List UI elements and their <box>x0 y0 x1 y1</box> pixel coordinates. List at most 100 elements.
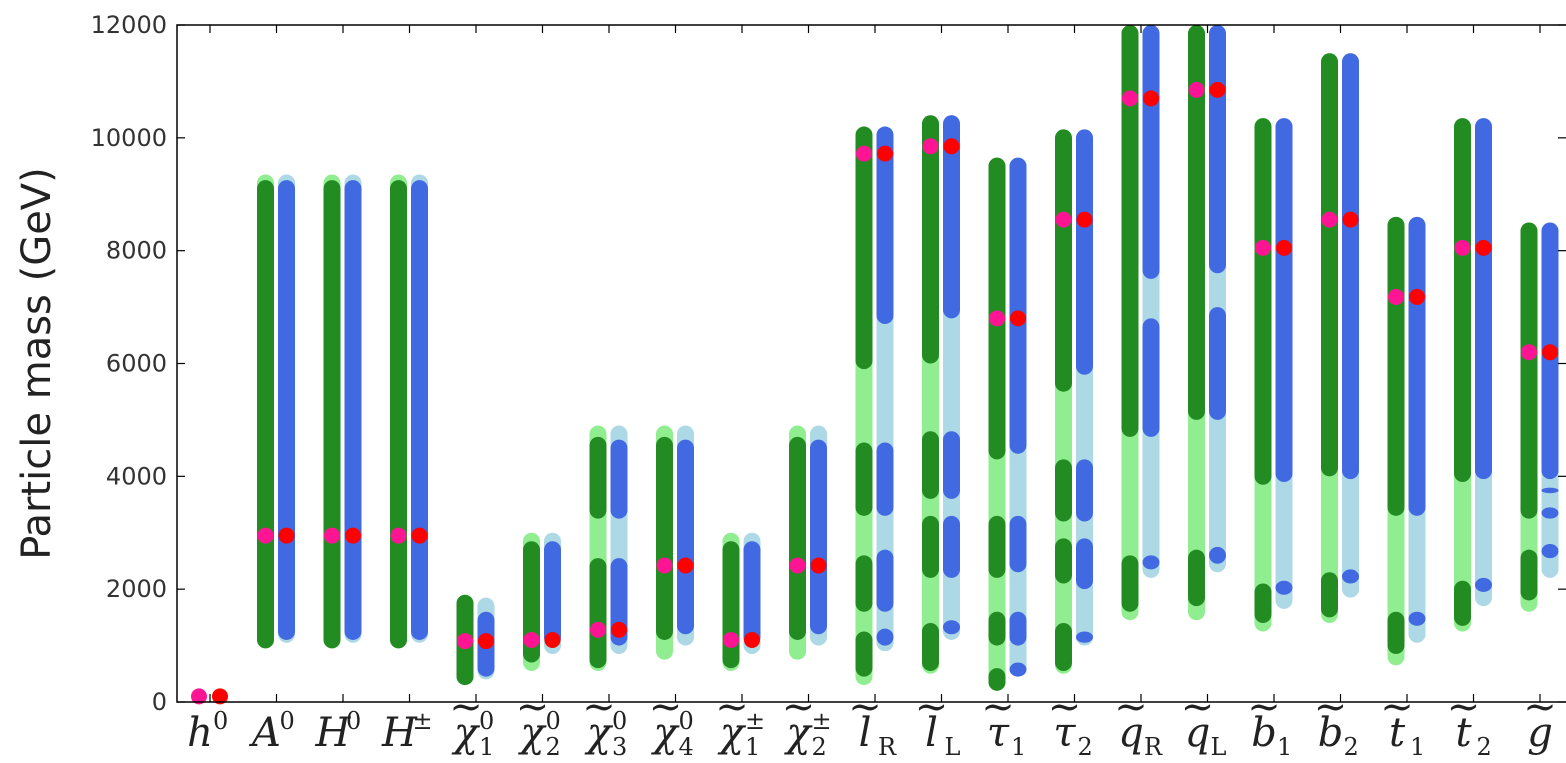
y-tick-label: 6000 <box>106 350 167 378</box>
x-tick-label: χ~04 <box>649 684 694 761</box>
x-tick-label-sub: 1 <box>745 733 760 761</box>
range-bar-left-inner <box>1055 623 1072 671</box>
range-bar-left-inner <box>390 180 407 649</box>
range-bar-right-inner <box>1275 118 1293 482</box>
x-tick-label-sub: 1 <box>1277 733 1292 761</box>
x-tick-label-sub: 2 <box>1477 733 1492 761</box>
range-bar-left-inner <box>855 442 873 516</box>
range-bar-left-inner <box>589 436 607 519</box>
central-point-left <box>656 557 673 574</box>
range-bar-right-inner <box>1475 577 1492 592</box>
range-bar-right-inner <box>1076 631 1093 643</box>
x-tick-label-base: q <box>1185 710 1211 756</box>
x-tick-label-base: A <box>248 710 281 756</box>
range-bar-left-inner <box>855 631 873 677</box>
x-tick-label-sub: 2 <box>1344 733 1359 761</box>
range-bar-right-inner <box>1408 611 1426 626</box>
range-bar-left-inner <box>1520 549 1538 601</box>
range-bar-left-inner <box>1055 459 1072 522</box>
x-tick-label-sub: L <box>945 733 961 761</box>
y-tick-label: 2000 <box>106 575 167 603</box>
range-bar-left-inner <box>589 558 607 669</box>
range-bar-right-inner <box>278 180 295 640</box>
x-tick-label: t~2 <box>1447 684 1492 761</box>
x-tick-label: χ~±2 <box>782 684 832 761</box>
range-bar-left-inner <box>988 668 1006 691</box>
x-tick-label-sup: 0 <box>213 707 228 735</box>
central-point-right <box>943 138 960 155</box>
central-point-right <box>1143 90 1159 107</box>
range-bar-left-inner <box>1520 222 1538 519</box>
central-point-right <box>677 557 694 574</box>
x-tick-label-sup: ± <box>812 707 832 735</box>
y-tick-label: 8000 <box>106 237 167 265</box>
range-bar-left-inner <box>1454 580 1471 626</box>
range-bar-left-inner <box>1321 53 1338 477</box>
range-bar-left-inner <box>1121 555 1139 612</box>
range-bar-right-inner <box>810 439 827 635</box>
x-tick-label-tilde: ~ <box>582 684 616 730</box>
x-tick-label: q~ L <box>1181 684 1227 761</box>
points-layer <box>191 81 1558 705</box>
x-tick-label-base: τ <box>987 710 1010 756</box>
range-bar-left-inner <box>922 515 939 578</box>
x-tick-label: H± <box>381 707 433 756</box>
range-bar-right-inner <box>1541 507 1559 519</box>
x-tick-label: H0 <box>315 707 362 756</box>
x-tick-label-base: χ <box>783 710 813 756</box>
central-point-right <box>1542 344 1558 361</box>
range-bar-right-inner <box>1408 216 1426 516</box>
range-bar-right-inner <box>943 620 960 635</box>
central-point-right <box>1010 310 1026 327</box>
central-point-left <box>989 310 1005 327</box>
x-tick-label-sup: 0 <box>546 707 561 735</box>
x-tick-label: χ~03 <box>582 684 627 761</box>
central-point-left <box>1321 211 1338 228</box>
range-bar-left-inner <box>1321 572 1338 618</box>
range-bar-left-inner <box>922 115 939 364</box>
x-tick-label-tilde: ~ <box>981 684 1015 730</box>
range-bar-left-inner <box>922 431 939 499</box>
x-tick-label-tilde: ~ <box>1523 684 1557 730</box>
range-bar-right-inner <box>1009 611 1027 646</box>
x-tick-label-base: b <box>1318 710 1344 756</box>
central-point-left <box>1188 81 1205 98</box>
x-tick-label-tilde: ~ <box>1447 684 1481 730</box>
range-bar-right-inner <box>1342 53 1359 480</box>
x-tick-label-sub: L <box>1211 733 1227 761</box>
x-tick-label-sub: 3 <box>612 733 627 761</box>
x-tick-label: t~1 <box>1380 684 1425 761</box>
range-bar-right-inner <box>677 439 694 635</box>
x-tick-label-base: l <box>859 710 872 756</box>
range-bar-right-inner <box>943 515 960 578</box>
central-point-left <box>324 527 340 544</box>
x-tick-label: b~1 <box>1247 684 1292 761</box>
range-bar-left-inner <box>988 611 1006 646</box>
central-point-left <box>1388 288 1404 305</box>
x-tick-label-base: χ <box>517 710 547 756</box>
x-tick-label-base: l <box>925 710 938 756</box>
x-tick-label-sub: 2 <box>812 733 827 761</box>
y-tick-label: 12000 <box>91 11 167 39</box>
central-point-right <box>611 621 627 638</box>
central-point-left <box>523 631 540 648</box>
range-bar-left-inner <box>1055 538 1072 584</box>
central-point-left <box>257 527 274 544</box>
central-point-right <box>478 633 494 650</box>
x-tick-label: g~ <box>1523 684 1557 756</box>
x-tick-label-sup: 0 <box>679 707 694 735</box>
range-bar-right-inner <box>1209 307 1226 420</box>
range-bar-left-inner <box>988 157 1006 460</box>
x-tick-label-base: H <box>315 710 352 756</box>
x-tick-label-base: g <box>1527 710 1553 756</box>
x-tick-label-tilde: ~ <box>782 684 816 730</box>
x-tick-label-sub: R <box>878 733 897 761</box>
central-point-right <box>744 631 760 648</box>
x-tick-label-tilde: ~ <box>1048 684 1082 730</box>
range-bar-left-inner <box>656 436 673 640</box>
central-point-right <box>212 688 228 705</box>
x-tick-label-base: t <box>1455 710 1472 756</box>
x-tick-label-sup: 0 <box>612 707 627 735</box>
x-tick-label-sup: 0 <box>346 707 361 735</box>
